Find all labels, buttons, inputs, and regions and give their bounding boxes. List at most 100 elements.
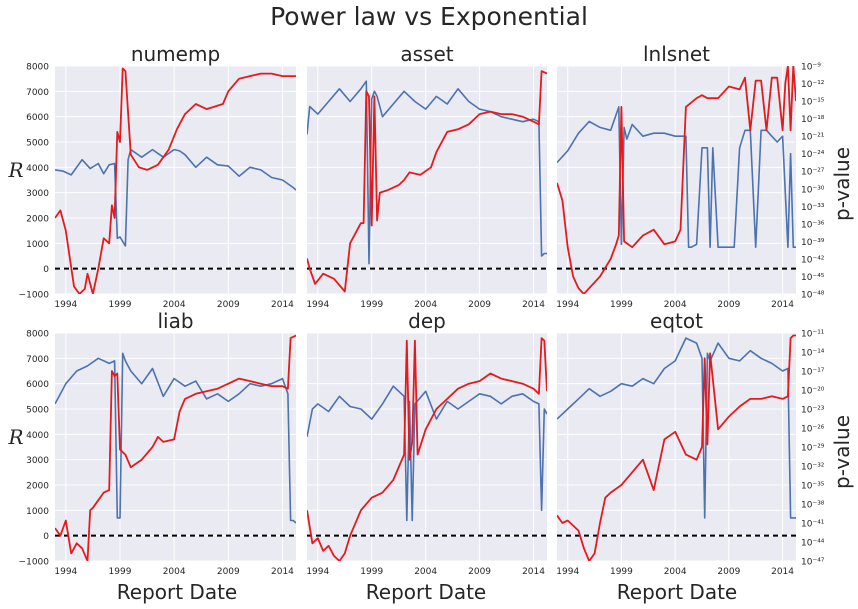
y-tick-label: 5000	[26, 139, 49, 149]
y-tick-label: 6000	[26, 113, 49, 123]
panel-asset: asset 1994 1999 2004 2009 2014	[306, 42, 547, 310]
panel-dep: dep 1994 1999 2004 2009 2014	[306, 309, 547, 577]
y-tick-label: −1000	[19, 291, 50, 301]
x-tick-label: 1994	[54, 300, 77, 310]
y-right-tick-label: 10⁻³⁹	[801, 238, 825, 248]
y-right-tick-label: 10⁻²⁶	[801, 425, 825, 435]
x-tick-label: 1999	[109, 300, 132, 310]
panel-title: numemp	[131, 42, 220, 66]
x-tick-label: 2004	[414, 300, 437, 310]
y-right-tick-label: 10⁻³⁶	[801, 220, 825, 230]
y-tick-label: 1000	[26, 240, 49, 250]
y-right-tick-label: 10⁻³⁸	[801, 501, 825, 511]
x-tick-label: 1999	[360, 300, 383, 310]
y-right-tick-label: 10⁻¹⁴	[801, 349, 825, 359]
series-line-2	[307, 70, 547, 293]
y-right-tick-label: 10⁻³⁵	[801, 482, 825, 492]
x-tick-label: 2004	[163, 567, 186, 577]
y-right-tick-label: 10⁻⁹	[801, 63, 821, 73]
panel-title: dep	[408, 309, 446, 333]
y-tick-label: 5000	[26, 406, 49, 416]
x-tick-label: 1994	[556, 300, 579, 310]
y-right-tick-label: 10⁻³⁰	[801, 185, 825, 195]
series-line-2	[55, 334, 296, 561]
y-right-tick-label: 10⁻¹⁵	[801, 98, 825, 108]
right-ylabel-top: p-value	[830, 147, 854, 221]
x-tick-label: 1999	[109, 567, 132, 577]
y-tick-label: 1000	[26, 507, 49, 517]
plot-background	[55, 66, 296, 294]
series-group	[307, 70, 547, 293]
x-tick-label: 1999	[610, 300, 633, 310]
y-tick-label: 3000	[26, 189, 49, 199]
y-right-tick-label: 10⁻²⁹	[801, 444, 825, 454]
series-line-1	[55, 352, 296, 524]
series-group	[55, 334, 296, 561]
x-tick-label: 2014	[271, 300, 294, 310]
plot-background	[557, 66, 796, 294]
y-right-tick-label: 10⁻²⁷	[801, 168, 825, 178]
y-right-tick-label: 10⁻²⁰	[801, 387, 825, 397]
panel-title: liab	[157, 309, 193, 333]
left-ylabel-top: R	[7, 158, 23, 182]
series-group	[307, 337, 547, 561]
y-tick-label: 7000	[26, 88, 49, 98]
x-tick-label: 2014	[522, 300, 545, 310]
series-line-2	[557, 334, 796, 561]
series-line-1	[557, 337, 796, 519]
y-tick-label: 4000	[26, 431, 49, 441]
x-tick-label: 1999	[610, 567, 633, 577]
y-right-tick-label: 10⁻⁴⁸	[801, 291, 825, 301]
x-tick-label: 1994	[306, 300, 329, 310]
y-right-tick-label: 10⁻⁴⁴	[801, 539, 825, 549]
y-right-tick-label: 10⁻¹⁷	[801, 368, 825, 378]
x-tick-label: 2004	[163, 300, 186, 310]
plot-background	[307, 333, 547, 561]
panel-lnlsnet: lnlsnet 1994 1999 2004 2009 2014 10⁻⁹ 10⁻¹² 10⁻¹…	[556, 42, 825, 310]
series-line-2	[557, 66, 796, 294]
x-tick-label: 2009	[717, 300, 740, 310]
x-tick-label: 2009	[217, 300, 240, 310]
y-right-tick-label: 10⁻²³	[801, 406, 825, 416]
xlabel-col1: Report Date	[117, 580, 237, 604]
y-tick-label: 8000	[26, 330, 49, 340]
x-tick-label: 2004	[664, 300, 687, 310]
x-tick-label: 2014	[771, 567, 794, 577]
xlabel-col2: Report Date	[366, 580, 486, 604]
series-line-1	[55, 148, 296, 247]
series-line-2	[307, 337, 547, 561]
x-tick-label: 2014	[271, 567, 294, 577]
panel-numemp: numemp 1994 1999 2004 2009 2014 8000 7000 6000 50…	[19, 42, 296, 310]
y-right-tick-label: 10⁻¹¹	[801, 330, 825, 340]
y-right-tick-label: 10⁻¹²	[801, 80, 825, 90]
panels: numemp 1994 1999 2004 2009 2014 8000 7000 6000 50…	[19, 42, 825, 577]
y-right-tick-label: 10⁻⁴⁷	[801, 558, 825, 568]
y-tick-label: 2000	[26, 482, 49, 492]
left-ylabel-bottom: R	[7, 425, 23, 449]
x-tick-label: 2009	[468, 567, 491, 577]
y-right-tick-label: 10⁻³²	[801, 463, 825, 473]
plot-background	[55, 333, 296, 561]
x-tick-label: 2014	[771, 300, 794, 310]
x-tick-label: 2014	[522, 567, 545, 577]
xlabel-col3: Report Date	[617, 580, 737, 604]
y-right-tick-label: 10⁻⁴⁵	[801, 273, 825, 283]
panel-eqtot: eqtot 1994 1999 2004 2009 2014 10⁻¹¹ 10⁻¹⁴ 10⁻¹⁷…	[556, 309, 825, 577]
y-tick-label: 7000	[26, 355, 49, 365]
y-tick-label: 2000	[26, 215, 49, 225]
panel-title: eqtot	[650, 309, 703, 333]
y-right-tick-label: 10⁻²⁴	[801, 150, 825, 160]
x-tick-label: 1999	[360, 567, 383, 577]
y-tick-label: −1000	[19, 558, 50, 568]
panel-title: lnlsnet	[643, 42, 710, 66]
series-group	[55, 67, 296, 294]
series-group	[557, 334, 796, 561]
plot-background	[557, 333, 796, 561]
y-tick-label: 0	[43, 265, 49, 275]
x-tick-label: 1994	[306, 567, 329, 577]
series-group	[557, 66, 796, 294]
y-tick-label: 6000	[26, 380, 49, 390]
x-tick-label: 2004	[414, 567, 437, 577]
y-tick-label: 3000	[26, 456, 49, 466]
